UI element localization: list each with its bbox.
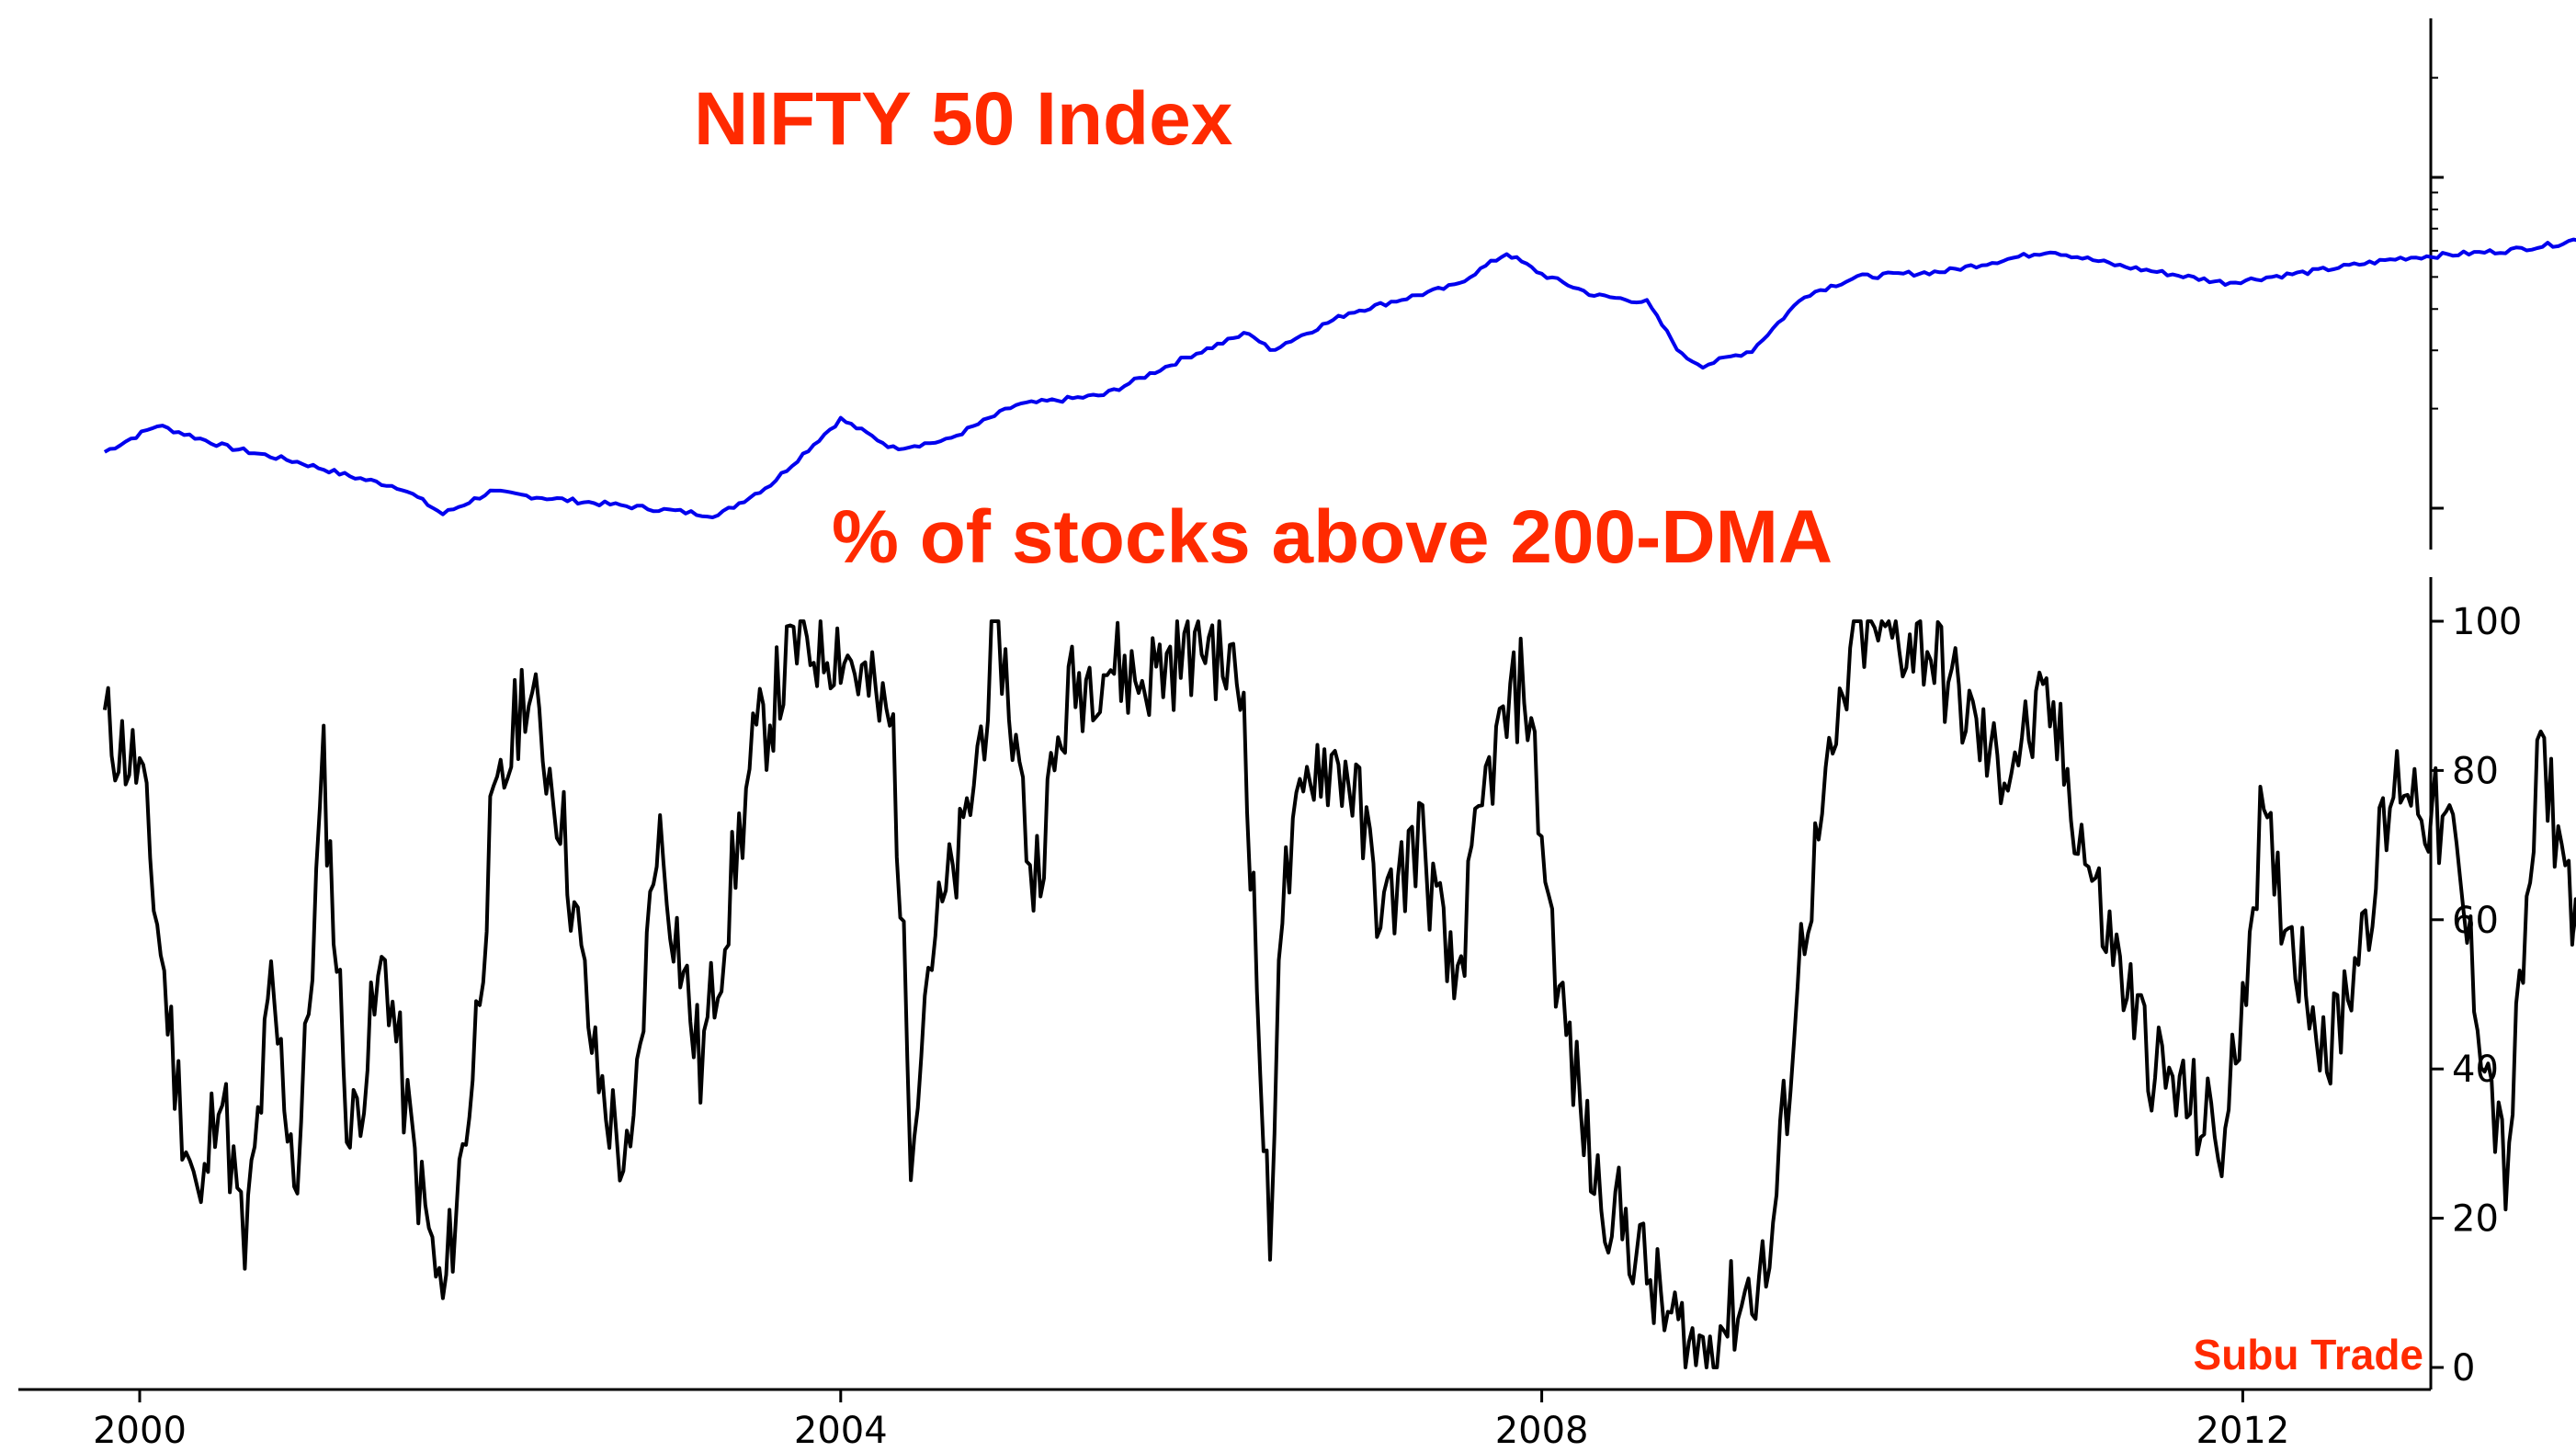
watermark-text: Subu Trade (2194, 1331, 2423, 1378)
breadth-y-tick-label: 100 (2452, 601, 2522, 643)
x-tick-label: 2008 (1495, 1410, 1589, 1452)
breadth-y-tick-label: 20 (2452, 1198, 2499, 1241)
x-tick-label: 2000 (93, 1410, 187, 1452)
nifty-series-line (103, 237, 2576, 519)
nifty-panel: NIFTY 50 Index (103, 18, 2576, 550)
breadth-series-line (102, 619, 2576, 1369)
x-axis-ticks: 2000200420082012201620202024 (93, 1390, 2290, 1452)
x-tick-label: 2012 (2196, 1410, 2290, 1452)
x-tick-label: 2004 (794, 1410, 888, 1452)
breadth-title: % of stocks above 200-DMA (832, 495, 1833, 579)
nifty-title: NIFTY 50 Index (694, 77, 1232, 161)
breadth-y-tick-label: 60 (2452, 900, 2499, 942)
breadth-y-tick-label: 0 (2452, 1347, 2475, 1390)
nifty-y-ticks (2431, 76, 2444, 510)
breadth-y-tick-label: 80 (2452, 750, 2499, 792)
